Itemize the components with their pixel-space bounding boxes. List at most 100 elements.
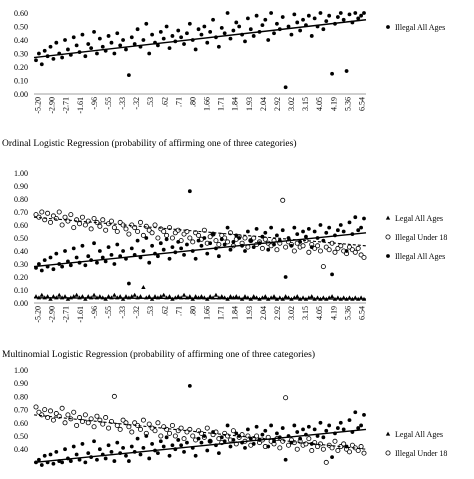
data-point	[103, 456, 108, 461]
data-point	[347, 220, 352, 225]
data-point	[208, 30, 213, 34]
x-tick-label: 5.36	[343, 306, 352, 320]
data-point	[158, 30, 163, 34]
y-tick-label: 0.60	[14, 419, 28, 428]
data-point	[341, 427, 346, 432]
data-point	[234, 233, 239, 238]
x-tick-label: 6.54	[358, 97, 367, 111]
data-point	[193, 294, 198, 299]
data-point	[306, 424, 311, 429]
x-tick-label: .62	[160, 306, 169, 316]
data-point	[335, 228, 340, 233]
data-point	[106, 425, 112, 431]
data-point	[108, 218, 114, 224]
data-point	[100, 217, 106, 223]
data-point	[179, 443, 184, 448]
x-tick-label: 1.66	[203, 97, 212, 111]
data-point	[315, 434, 320, 438]
data-point	[292, 423, 297, 428]
data-point	[254, 433, 260, 439]
y-tick-label: 0.60	[14, 221, 28, 230]
data-point	[324, 428, 329, 433]
x-tick-label: 1.84	[231, 306, 240, 320]
y-tick-label: 0.20	[14, 273, 28, 282]
data-point	[97, 294, 103, 299]
data-point	[56, 209, 62, 215]
data-point	[275, 21, 279, 26]
data-point	[309, 448, 315, 454]
x-tick-label: 4.19	[329, 97, 338, 111]
data-point	[135, 27, 140, 32]
series-illegal-under-18	[33, 197, 367, 270]
data-point	[129, 35, 134, 40]
data-point	[185, 440, 189, 445]
data-point	[286, 236, 291, 240]
data-point	[324, 230, 329, 235]
data-point	[335, 15, 340, 19]
data-point	[48, 255, 53, 260]
data-point	[321, 238, 326, 243]
data-point	[71, 294, 76, 299]
x-tick-label: -.33	[118, 306, 127, 319]
data-point	[63, 447, 67, 452]
data-point	[361, 450, 367, 456]
data-point	[211, 232, 215, 237]
data-point	[132, 42, 137, 46]
data-point	[92, 30, 96, 34]
data-point	[138, 294, 143, 299]
data-point	[85, 218, 91, 224]
y-tick-label: 0.50	[14, 432, 28, 441]
legend-marker	[385, 450, 391, 456]
data-point	[208, 241, 213, 246]
data-point	[263, 294, 268, 299]
data-point	[341, 229, 346, 234]
data-point	[156, 451, 160, 456]
data-point	[187, 189, 192, 194]
data-point	[126, 231, 132, 237]
data-point	[199, 32, 204, 37]
x-tick-label: 2.04	[259, 97, 268, 111]
data-point	[126, 73, 131, 77]
data-point	[59, 222, 65, 228]
x-tick-label: 4.19	[329, 306, 338, 320]
data-point	[269, 423, 274, 428]
data-point	[158, 433, 164, 439]
data-point	[213, 292, 219, 297]
data-point	[280, 228, 285, 233]
data-point	[219, 237, 224, 242]
data-point	[155, 420, 161, 426]
data-point	[74, 292, 79, 297]
data-point	[82, 222, 88, 228]
y-tick-label: 1.00	[14, 366, 28, 375]
legend-marker	[385, 234, 391, 240]
data-point	[39, 268, 44, 273]
x-tick-label: -2.71	[62, 306, 71, 323]
x-tick-label: 4.05	[315, 97, 324, 111]
data-point	[205, 40, 210, 45]
x-tick-label: 3.02	[287, 97, 296, 111]
data-point	[62, 420, 68, 426]
data-point	[219, 25, 224, 30]
x-tick-label: -5.20	[34, 306, 43, 323]
data-point	[37, 262, 41, 266]
data-point	[295, 232, 300, 237]
data-point	[190, 433, 196, 439]
data-point	[196, 232, 202, 238]
data-point	[187, 235, 193, 241]
data-point	[338, 223, 343, 227]
data-point	[231, 28, 236, 33]
data-point	[306, 249, 312, 255]
data-point	[196, 27, 201, 32]
data-point	[111, 225, 117, 231]
data-point	[172, 433, 178, 439]
data-point	[254, 13, 259, 18]
data-point	[358, 444, 364, 450]
data-point	[187, 21, 192, 26]
data-point	[158, 294, 164, 299]
data-point	[309, 34, 314, 38]
data-point	[321, 27, 326, 32]
data-point	[211, 17, 215, 22]
data-point	[50, 417, 56, 423]
legend-marker	[385, 215, 391, 220]
data-point	[155, 235, 161, 241]
